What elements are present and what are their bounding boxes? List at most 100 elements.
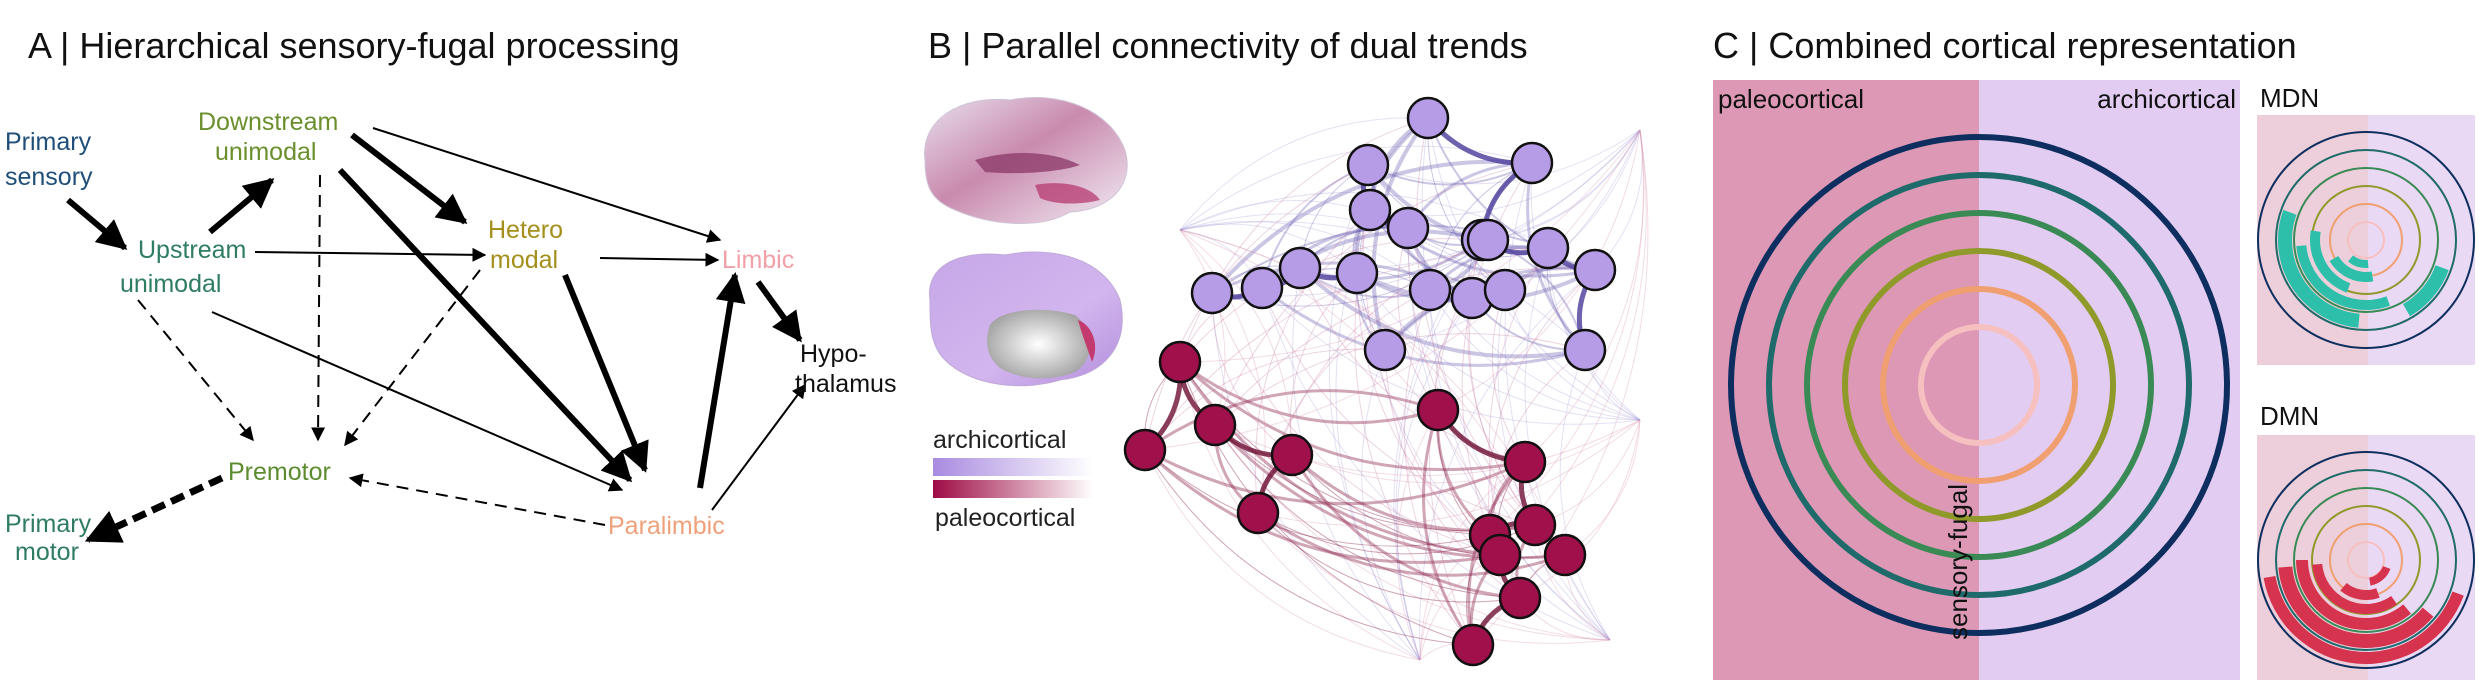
network-edge [1361, 349, 1421, 661]
node-upstream-line1: Upstream [138, 236, 246, 264]
network-node [1190, 271, 1234, 315]
network-node [1503, 440, 1547, 484]
panel-c: C | Combined cortical representation pal… [1713, 25, 2475, 680]
arc-bar [2329, 256, 2374, 282]
network-node [1498, 576, 1542, 620]
legend-archicortical: archicortical [933, 426, 1066, 454]
network-node [1563, 328, 1607, 372]
network-edge [1422, 409, 1475, 646]
arc-bar [2312, 563, 2397, 614]
network-edge [1144, 389, 1439, 452]
node-upstream-line2: unimodal [120, 270, 221, 298]
node-limbic: Limbic [722, 246, 794, 274]
network-node [1346, 143, 1390, 187]
network-edge [1211, 292, 1501, 556]
node-downstream-line2: unimodal [215, 138, 316, 166]
ring-1 [1728, 134, 2230, 636]
label-paleocortical: paleocortical [1718, 84, 1864, 114]
network-edge [1255, 209, 1371, 514]
network-node [1466, 218, 1510, 262]
network-edge [1179, 145, 1533, 231]
network-edge [1298, 266, 1586, 359]
network-edge [1289, 272, 1358, 456]
network-edge [1384, 129, 1641, 351]
network-node [1513, 503, 1557, 547]
network-edge [1404, 289, 1474, 646]
arc-bar [2348, 255, 2369, 269]
network-graph [1123, 96, 1649, 667]
network-edge [1257, 512, 1521, 603]
network-edge [1437, 129, 1641, 411]
network-node [1270, 433, 1314, 477]
arc-bar [2278, 566, 2434, 648]
network-edge [1524, 129, 1645, 463]
network-edge [1291, 454, 1566, 558]
network-edge [1427, 117, 1596, 271]
network-edge [1328, 164, 1421, 661]
ring-3 [1804, 210, 2154, 560]
network-node [1123, 428, 1167, 472]
panel-a: A | Hierarchical sensory-fugal processin… [5, 25, 896, 566]
network-node [1363, 328, 1407, 372]
network-edge [1144, 449, 1491, 547]
network-node [1573, 248, 1617, 292]
arc-bar [2296, 560, 2411, 630]
ring-6 [1918, 324, 2040, 446]
inset-dmn: DMN [2257, 401, 2475, 680]
network-edge [1396, 297, 1473, 661]
node-hypothalamus-line2: thalamus [795, 370, 896, 398]
label-mdn: MDN [2260, 83, 2319, 113]
network-edge [1179, 361, 1421, 661]
network-edge [1299, 238, 1483, 281]
node-paralimbic: Paralimbic [608, 512, 725, 540]
network-edge [1179, 361, 1491, 536]
network-edge [1144, 348, 1386, 451]
network-edge [1179, 360, 1439, 425]
node-premotor: Premotor [228, 458, 331, 486]
ring-4 [1842, 248, 2116, 522]
network-edge [1291, 419, 1641, 484]
network-edge [1429, 289, 1641, 421]
panel-a-arrows [66, 127, 806, 544]
network-edge [1461, 162, 1533, 536]
network-edge [1519, 419, 1641, 599]
network-edge [1419, 461, 1526, 661]
network-edge [1504, 162, 1611, 641]
node-primary-sensory-line2: sensory [5, 163, 93, 191]
network-edge [1367, 162, 1533, 186]
network-edge [1559, 349, 1611, 641]
network-edge [1144, 129, 1641, 451]
ring-5 [1880, 286, 2078, 484]
network-edge [1487, 129, 1641, 241]
network-edge [1504, 289, 1641, 421]
network-node [1240, 266, 1284, 310]
network-edge [1429, 289, 1611, 641]
network-edge [1356, 272, 1501, 556]
panel-a-title: A | Hierarchical sensory-fugal processin… [28, 25, 680, 66]
network-edge [1257, 511, 1566, 577]
network-edge [1179, 223, 1358, 274]
network-edge [1210, 159, 1533, 295]
network-edge [1211, 292, 1293, 456]
network-node [1335, 251, 1379, 295]
network-node [1451, 623, 1495, 667]
network-edge [1564, 419, 1641, 556]
network-edge [1257, 289, 1431, 514]
network-edge [1214, 162, 1533, 426]
ring-2 [1766, 172, 2192, 598]
network-edge [1144, 449, 1421, 661]
network-node [1478, 533, 1522, 577]
network-edge [1179, 117, 1429, 363]
network-node [1416, 388, 1460, 432]
legend-paleo-gradient [933, 480, 1093, 498]
network-edge [1261, 287, 1536, 526]
node-primary-motor-line2: motor [15, 538, 79, 566]
network-edge [1366, 163, 1549, 251]
network-node [1543, 533, 1587, 577]
panel-b: B | Parallel connectivity of dual trends… [924, 25, 1649, 667]
network-edge [1144, 448, 1526, 506]
arc-bar [2340, 582, 2380, 601]
network-edge [1355, 116, 1429, 274]
network-edge [1407, 227, 1641, 421]
legend-archi-gradient [933, 458, 1093, 476]
